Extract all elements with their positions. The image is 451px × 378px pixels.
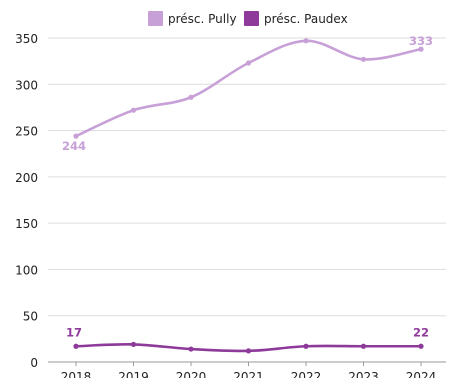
data-point — [188, 94, 194, 100]
data-point — [360, 56, 367, 62]
data-label: 244 — [62, 139, 86, 153]
y-tick-label: 200 — [15, 171, 38, 185]
data-label: 333 — [409, 34, 433, 48]
data-point — [130, 107, 137, 113]
x-tick-label: 2020 — [176, 370, 207, 378]
legend-item: présc. Pully — [148, 11, 237, 26]
data-point — [303, 343, 309, 349]
data-point — [73, 343, 79, 349]
y-tick-label: 250 — [15, 125, 38, 139]
data-point — [245, 348, 252, 354]
y-tick-label: 300 — [15, 78, 38, 92]
data-point — [418, 343, 424, 349]
legend-label: présc. Paudex — [264, 12, 348, 26]
x-tick-label: 2023 — [348, 370, 379, 378]
legend-swatch — [148, 11, 163, 26]
x-tick-label: 2021 — [233, 370, 264, 378]
data-label: 17 — [66, 325, 82, 339]
y-tick-label: 50 — [23, 310, 38, 324]
data-point — [188, 346, 194, 352]
x-tick-label: 2024 — [406, 370, 437, 378]
data-point — [303, 38, 309, 44]
y-tick-label: 350 — [15, 32, 38, 46]
y-tick-label: 100 — [15, 263, 38, 277]
data-point — [360, 343, 367, 349]
data-point — [130, 341, 137, 348]
y-tick-label: 150 — [15, 217, 38, 231]
data-point — [245, 60, 252, 66]
x-tick-label: 2019 — [118, 370, 149, 378]
series-line-1 — [74, 39, 423, 138]
data-label: 22 — [413, 325, 429, 339]
legend-label: présc. Pully — [168, 12, 237, 26]
y-tick-label: 0 — [30, 356, 38, 370]
legend-item: présc. Paudex — [244, 11, 348, 26]
x-tick-label: 2022 — [291, 370, 322, 378]
data-point — [418, 46, 424, 52]
data-point — [73, 133, 79, 139]
x-tick-label: 2018 — [61, 370, 92, 378]
legend-swatch — [244, 11, 259, 26]
